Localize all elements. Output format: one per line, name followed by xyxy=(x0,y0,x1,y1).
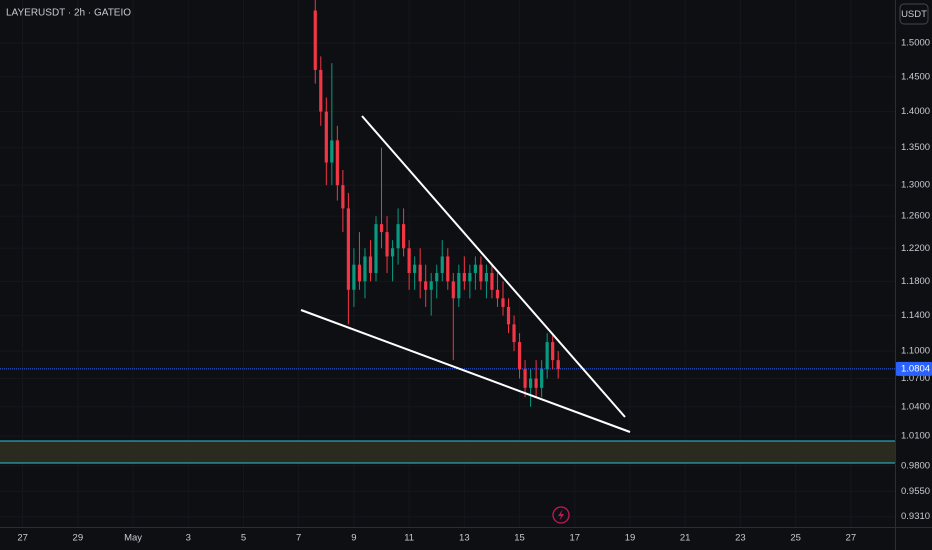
x-tick-label: 29 xyxy=(73,533,84,544)
currency-label: USDT xyxy=(901,9,927,20)
candle-body xyxy=(368,256,373,273)
x-tick-label: May xyxy=(124,533,142,544)
candle-body xyxy=(462,272,466,282)
candle-body xyxy=(490,272,494,290)
y-tick-label: 1.4000 xyxy=(901,106,930,117)
x-tick-label: 7 xyxy=(296,533,301,544)
x-tick-label: 27 xyxy=(17,533,28,544)
y-tick-label: 0.9310 xyxy=(901,511,930,522)
candle-body xyxy=(495,289,500,299)
y-tick-label: 1.3500 xyxy=(901,142,930,153)
candle-body xyxy=(446,256,450,282)
candle-body xyxy=(457,272,461,299)
candle-body xyxy=(396,224,400,249)
candle-body xyxy=(501,298,505,307)
y-tick-label: 1.2200 xyxy=(901,243,930,254)
candle-body xyxy=(545,342,549,370)
candle-body xyxy=(407,248,411,273)
candle-body xyxy=(385,232,389,257)
candle-body xyxy=(484,272,489,282)
candle-body xyxy=(424,281,428,290)
event-icon[interactable] xyxy=(552,506,570,524)
x-tick-label: 27 xyxy=(846,533,857,544)
candle-body xyxy=(528,378,533,388)
candle-body xyxy=(418,264,422,282)
chart-title: LAYERUSDT · 2h · GATEIO xyxy=(6,8,131,19)
candle-body xyxy=(523,369,527,388)
y-tick-label: 0.9550 xyxy=(901,486,930,497)
y-tick-label: 1.1400 xyxy=(901,310,930,321)
x-tick-label: 5 xyxy=(241,533,246,544)
candle-body xyxy=(341,185,345,209)
y-tick-label: 1.0100 xyxy=(901,430,930,441)
candle-body xyxy=(402,224,406,249)
candle-body xyxy=(319,69,323,112)
x-tick-label: 13 xyxy=(459,533,470,544)
candle-body xyxy=(534,378,538,388)
candle-body xyxy=(468,272,472,282)
support-zone xyxy=(0,441,895,463)
y-tick-label: 1.0700 xyxy=(901,373,930,384)
candle-body xyxy=(346,208,350,290)
candle-body xyxy=(473,264,477,273)
candle-body xyxy=(540,369,544,388)
lightning-glyph xyxy=(558,509,564,521)
x-tick-label: 25 xyxy=(790,533,801,544)
candle-body xyxy=(479,264,483,282)
y-tick-label: 1.5000 xyxy=(901,38,930,49)
candle-body xyxy=(556,360,560,369)
lower-trendline xyxy=(300,309,631,433)
candle-body xyxy=(413,264,417,273)
candle-body xyxy=(324,111,328,163)
candle-body xyxy=(517,342,522,370)
y-tick-label: 1.4500 xyxy=(901,71,930,82)
x-tick-label: 11 xyxy=(404,533,414,544)
candle-body xyxy=(390,248,395,257)
currency-button[interactable] xyxy=(899,3,929,25)
last-price-label: 1.0804 xyxy=(901,363,930,374)
y-tick-label: 1.0400 xyxy=(901,401,930,412)
x-tick-label: 9 xyxy=(351,533,356,544)
y-tick-label: 1.1000 xyxy=(901,346,930,357)
last-price-tag xyxy=(896,361,932,376)
candle-body xyxy=(451,281,455,299)
upper-trendline xyxy=(361,115,626,418)
y-tick-label: 1.1800 xyxy=(901,276,930,287)
candle-body xyxy=(357,264,362,282)
y-tick-label: 1.3000 xyxy=(901,180,930,191)
x-tick-label: 19 xyxy=(625,533,636,544)
x-tick-label: 21 xyxy=(680,533,691,544)
x-tick-label: 23 xyxy=(735,533,746,544)
x-tick-label: 3 xyxy=(186,533,191,544)
candle-body xyxy=(330,140,334,163)
candle-body xyxy=(379,224,384,233)
axes-layer: 1.5000 1.4500 1.4000 1.3500 1.3000 1.2600 1.22… xyxy=(17,38,932,544)
candles-layer xyxy=(313,0,560,407)
y-tick-label: 1.2600 xyxy=(901,211,930,222)
candle-body xyxy=(313,10,317,70)
candle-body xyxy=(363,256,367,282)
candle-body xyxy=(374,224,378,273)
candle-body xyxy=(512,324,516,343)
candle-body xyxy=(429,281,433,290)
candle-body xyxy=(335,140,339,186)
candle-body xyxy=(506,306,511,325)
candle-body xyxy=(352,264,356,290)
x-tick-label: 15 xyxy=(514,533,525,544)
candle-body xyxy=(440,256,444,273)
y-tick-label: 0.9800 xyxy=(901,460,930,471)
x-tick-label: 17 xyxy=(569,533,580,544)
candle-body xyxy=(435,272,439,282)
candle-body xyxy=(551,342,555,361)
